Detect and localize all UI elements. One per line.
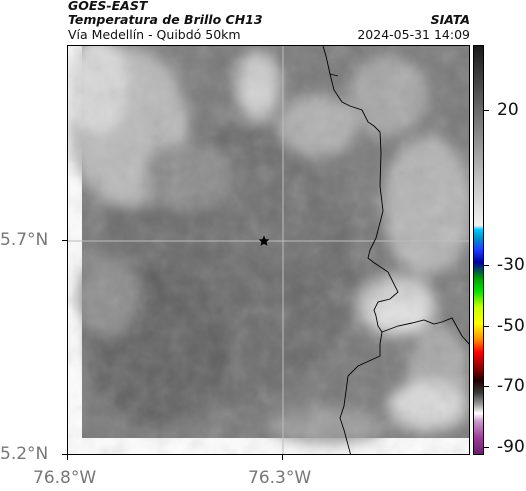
colorbar-label-minus-30: -30 bbox=[497, 255, 525, 275]
colorbar-tick-mark bbox=[484, 386, 489, 387]
colorbar-tick-mark bbox=[484, 265, 489, 266]
colorbar-label-minus-70: -70 bbox=[497, 376, 525, 396]
colorbar bbox=[473, 45, 484, 455]
satellite-map[interactable] bbox=[67, 45, 470, 455]
colorbar-label-minus-50: -50 bbox=[497, 316, 525, 336]
cloud-imagery bbox=[68, 46, 469, 454]
star-icon[interactable] bbox=[258, 235, 270, 246]
satellite-title: GOES-EAST bbox=[68, 0, 148, 13]
lat-label-5-2: 5.2°N bbox=[0, 444, 49, 464]
datetime-label: 2024-05-31 14:09 bbox=[357, 27, 470, 42]
department-boundary bbox=[322, 46, 399, 454]
colorbar-label-20: 20 bbox=[497, 100, 519, 120]
organization-label: SIATA bbox=[430, 12, 470, 27]
municipal-boundary bbox=[381, 317, 469, 345]
boundary-spur bbox=[329, 73, 339, 77]
colorbar-label-minus-90: -90 bbox=[497, 437, 525, 457]
lat-tick-mark bbox=[62, 454, 67, 455]
lat-tick-mark bbox=[62, 240, 67, 241]
colorbar-tick-mark bbox=[484, 447, 489, 448]
colorbar-tick-mark bbox=[484, 110, 489, 111]
lon-label-76-8: 76.8°W bbox=[33, 468, 97, 488]
lon-tick-mark bbox=[282, 455, 283, 460]
lat-label-5-7: 5.7°N bbox=[0, 230, 49, 250]
colorbar-tick-mark bbox=[484, 326, 489, 327]
location-subtitle: Vía Medellín - Quibdó 50km bbox=[68, 27, 241, 42]
product-title: Temperatura de Brillo CH13 bbox=[68, 12, 263, 27]
lon-tick-mark bbox=[67, 455, 68, 460]
lon-label-76-3: 76.3°W bbox=[248, 468, 312, 488]
